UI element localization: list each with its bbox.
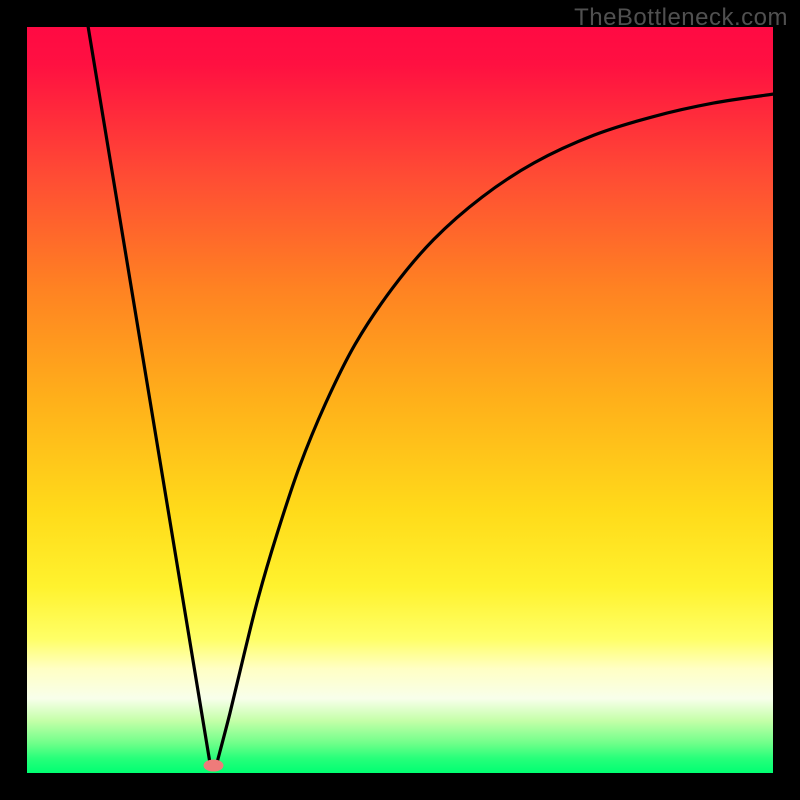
- watermark-text: TheBottleneck.com: [574, 4, 788, 32]
- plot-background: [27, 27, 773, 773]
- minimum-marker: [204, 760, 224, 772]
- chart-svg: [0, 0, 800, 800]
- chart-frame: TheBottleneck.com: [0, 0, 800, 800]
